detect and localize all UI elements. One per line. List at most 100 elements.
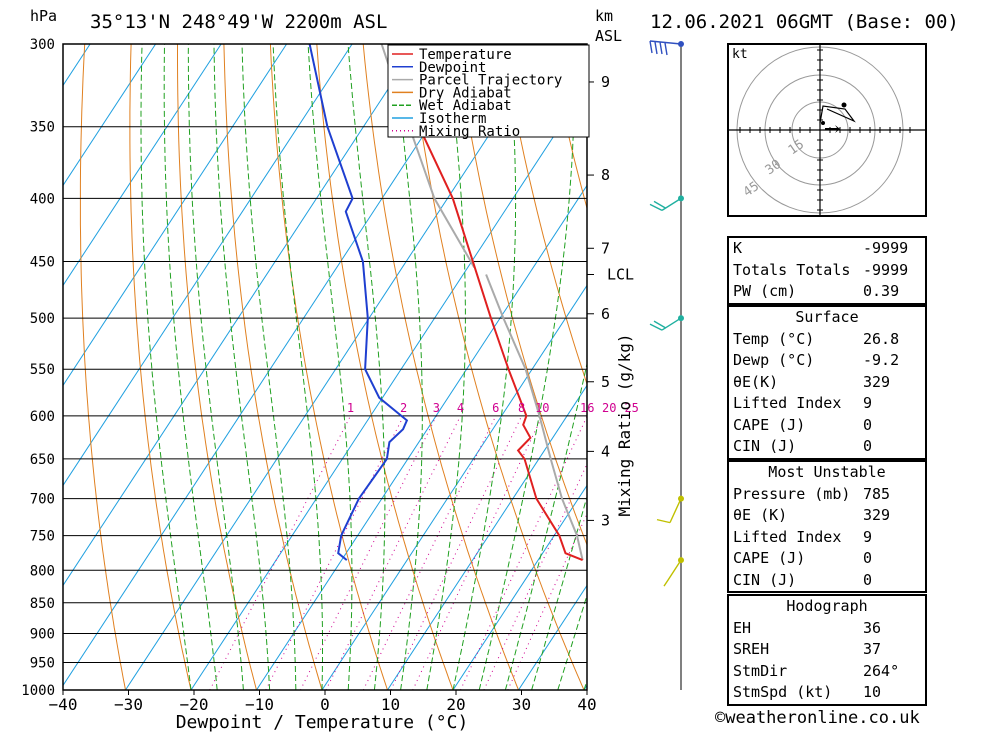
isotherm-line (125, 44, 550, 690)
km-tick-label: LCL (607, 266, 634, 284)
mu-li-value: 9 (863, 527, 873, 546)
mu-cin-value: 0 (863, 570, 873, 589)
temperature-line (387, 44, 583, 562)
wet-adiabat (426, 44, 466, 690)
hodograph: kt 15 30 45 (727, 43, 927, 217)
isotherm-line (190, 84, 587, 690)
pw-value: 0.39 (863, 282, 900, 300)
unit-hpa: hPa (30, 7, 57, 25)
surface-li-label: Lifted Index (733, 394, 842, 412)
pressure-tick-label: 600 (30, 409, 55, 425)
km-tick-label: 9 (601, 73, 610, 91)
ring-label-15: 15 (786, 137, 807, 158)
pressure-tick-label: 400 (30, 191, 55, 207)
legend-label: Mixing Ratio (419, 124, 520, 140)
unit-km: km (595, 7, 613, 25)
wind-barb (663, 559, 682, 587)
surface-panel: Surface Temp (°C) 26.8 Dewp (°C) -9.2 θE(K… (727, 305, 927, 460)
pressure-tick-label: 950 (30, 655, 55, 671)
datetime-title: 12.06.2021 06GMT (Base: 00) (650, 11, 959, 33)
k-value: -9999 (863, 239, 909, 257)
legend-label: Parcel Trajectory (419, 73, 562, 89)
mixing-ratio-line (507, 512, 587, 690)
mixing-ratio-label: 25 (624, 401, 638, 415)
x-axis-label: Dewpoint / Temperature (°C) (176, 712, 469, 733)
dry-adiabat (269, 44, 388, 690)
mu-pressure-value: 785 (863, 484, 891, 503)
mu-theta-value: 329 (863, 506, 891, 524)
indices-panel: K -9999 Totals Totals -9999 PW (cm) 0.39 (727, 236, 927, 305)
pw-label: PW (cm) (733, 282, 797, 300)
mixing-ratio-label: 8 (518, 401, 525, 415)
surface-title: Surface (795, 308, 859, 326)
wet-adiabat (307, 44, 353, 690)
mixing-ratio-label: 3 (433, 401, 440, 415)
mixing-ratio-label: 6 (492, 401, 499, 415)
sreh-value: 37 (863, 640, 882, 658)
pressure-tick-label: 700 (30, 492, 55, 508)
mixing-ratio-label: 4 (457, 401, 464, 415)
pressure-tick-label: 300 (30, 37, 55, 53)
mu-title: Most Unstable (768, 463, 886, 481)
dry-adiabat (79, 44, 126, 690)
pressure-tick-label: 650 (30, 452, 55, 468)
isotherm-line (321, 284, 587, 690)
unit-asl: ASL (595, 27, 622, 45)
pressure-tick-label: 850 (30, 596, 55, 612)
surface-cin-label: CIN (J) (733, 437, 797, 455)
wind-barb (649, 40, 682, 56)
wet-adiabat (478, 44, 576, 690)
isotherm-line (63, 44, 222, 287)
totals-label: Totals Totals (733, 260, 851, 279)
hodograph-trace (819, 105, 856, 124)
km-tick-label: 5 (601, 373, 610, 391)
isotherm-line (387, 384, 587, 690)
x-tick-label: −20 (180, 695, 209, 714)
eh-value: 36 (863, 618, 882, 637)
km-tick-label: 3 (601, 511, 610, 529)
x-tick-label: −10 (245, 695, 274, 714)
dry-adiabat (502, 44, 587, 386)
dry-adiabat (967, 44, 1000, 690)
x-tick-label: −30 (114, 695, 143, 714)
wind-column (649, 40, 684, 690)
legend-label: Dry Adiabat (419, 85, 512, 101)
dry-adiabat (920, 44, 1000, 690)
isotherm-line (63, 44, 484, 687)
isobars (63, 43, 587, 691)
hodo-stats-title: Hodograph (786, 597, 868, 615)
dry-adiabat (409, 44, 585, 690)
wet-adiabat (241, 44, 297, 690)
totals-value: -9999 (863, 260, 909, 279)
wet-adiabat (163, 44, 218, 690)
hodograph-point (841, 102, 847, 108)
mixing-ratio-line (209, 415, 351, 690)
surface-cape-label: CAPE (J) (733, 415, 806, 434)
wind-barb (649, 197, 682, 211)
mu-theta-label: θE (K) (733, 506, 788, 524)
x-tick-label: 40 (577, 695, 596, 714)
k-label: K (733, 239, 743, 257)
stmdir-value: 264° (863, 661, 900, 680)
mixing-ratio-label: 1 (347, 401, 354, 415)
isotherm-line (452, 484, 587, 690)
stmspd-value: 10 (863, 683, 882, 701)
legend-label: Wet Adiabat (419, 98, 512, 114)
axis-labels: 3003504004505005506006507007508008509009… (21, 37, 634, 714)
surface-li-value: 9 (863, 394, 873, 412)
km-tick-label: 8 (601, 166, 610, 184)
isotherm-line (256, 184, 587, 690)
parcel-trajectory-lower (485, 274, 584, 561)
pressure-tick-label: 500 (30, 311, 55, 327)
isotherm-line (0, 44, 25, 690)
eh-label: EH (733, 618, 752, 637)
copyright-link[interactable]: ©weatheronline.co.uk (715, 708, 920, 728)
mixing-ratio-axis-label: Mixing Ratio (g/kg) (615, 333, 634, 516)
legend-label: Temperature (419, 47, 512, 63)
pressure-tick-label: 1000 (21, 683, 55, 699)
pressure-tick-label: 800 (30, 563, 55, 579)
pressure-tick-label: 900 (30, 626, 55, 642)
storm-motion-arrow (825, 125, 840, 133)
